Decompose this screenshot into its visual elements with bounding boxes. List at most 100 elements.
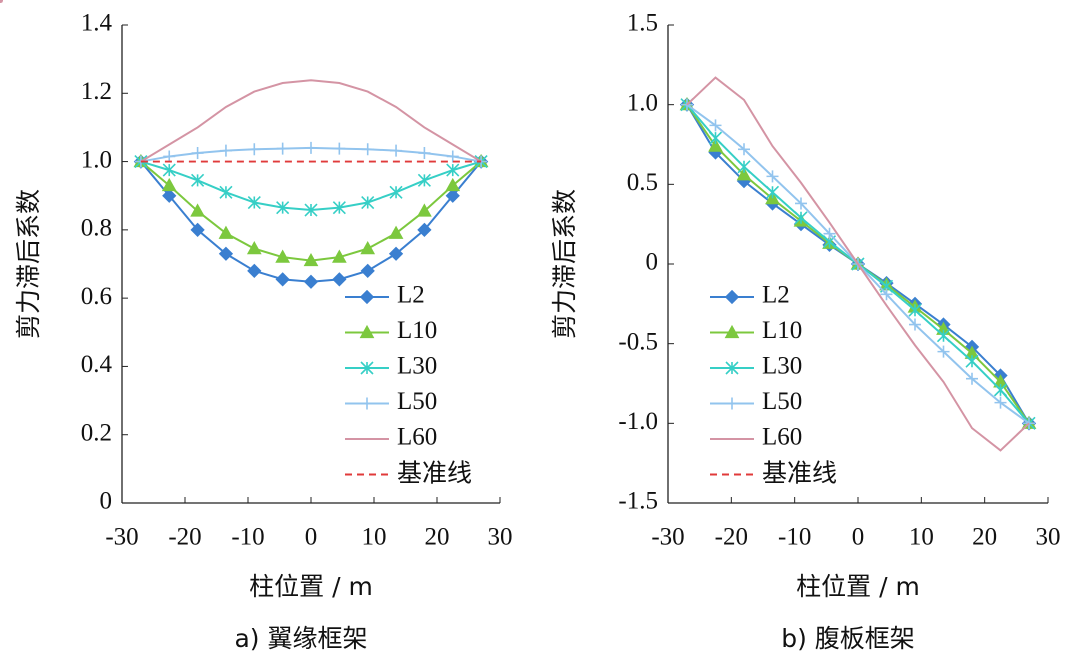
y-tick-label: 0.6 <box>81 283 112 310</box>
legend-label: L30 <box>397 353 437 380</box>
marker <box>246 240 262 255</box>
marker <box>276 201 290 215</box>
marker <box>191 173 205 187</box>
marker <box>190 222 205 237</box>
marker <box>388 225 404 239</box>
y-tick-label: 0.8 <box>81 215 112 242</box>
marker <box>994 396 1007 409</box>
marker <box>218 246 234 261</box>
legend-label: L10 <box>397 317 437 344</box>
marker <box>725 361 739 375</box>
marker <box>360 361 374 375</box>
marker <box>738 143 750 156</box>
legend-label: 基准线 <box>762 459 837 488</box>
marker <box>0 0 3 3</box>
marker <box>388 246 404 261</box>
x-tick-label: 10 <box>362 524 387 551</box>
marker <box>219 185 233 199</box>
marker <box>162 188 177 203</box>
y-tick-label: 0 <box>100 488 113 515</box>
marker <box>163 150 176 163</box>
marker <box>880 288 893 301</box>
marker <box>823 227 836 240</box>
y-tick-label: -0.5 <box>618 328 658 355</box>
x-axis-label: 柱位置 / m <box>796 572 920 601</box>
y-tick-label: 0.4 <box>81 351 113 378</box>
legend-label: L60 <box>762 424 802 451</box>
marker <box>417 222 432 237</box>
marker <box>275 272 290 287</box>
marker <box>726 397 738 410</box>
marker <box>275 249 291 263</box>
marker <box>446 163 460 177</box>
x-tick-label: -30 <box>105 524 138 551</box>
marker <box>445 188 460 203</box>
marker <box>965 354 979 368</box>
series-line <box>686 76 1030 452</box>
x-tick-label: 20 <box>425 524 450 551</box>
marker <box>247 195 261 210</box>
marker <box>190 203 205 217</box>
marker <box>359 324 375 339</box>
marker <box>766 170 779 183</box>
marker <box>794 211 808 225</box>
x-tick-label: 20 <box>972 524 997 551</box>
legend-label: L60 <box>397 424 437 451</box>
marker <box>937 345 950 358</box>
x-tick-label: 30 <box>1036 524 1061 551</box>
marker <box>390 144 403 157</box>
y-tick-label: 1.0 <box>81 146 112 173</box>
marker <box>681 98 693 111</box>
marker <box>724 289 740 305</box>
marker <box>795 197 807 210</box>
marker <box>331 249 347 263</box>
y-tick-label: 1.5 <box>627 10 658 37</box>
marker <box>359 289 375 305</box>
x-tick-label: -10 <box>778 524 811 551</box>
y-tick-label: 1.0 <box>627 89 658 116</box>
x-tick-label: 0 <box>305 524 318 551</box>
marker <box>361 195 375 210</box>
y-axis-label: 剪力滞后系数 <box>550 189 579 339</box>
legend-label: L2 <box>397 282 425 309</box>
legend-label: L50 <box>762 388 802 415</box>
legend-label: L30 <box>762 353 802 380</box>
y-tick-label: 0.5 <box>627 169 658 196</box>
marker <box>304 203 318 217</box>
marker <box>765 185 780 199</box>
series-line <box>140 79 482 163</box>
x-tick-label: 30 <box>488 524 513 551</box>
marker <box>332 201 346 215</box>
marker <box>966 372 978 385</box>
caption: b) 腹板框架 <box>781 624 915 653</box>
marker <box>445 177 461 192</box>
marker <box>1023 417 1035 430</box>
marker <box>446 150 459 163</box>
legend-label: 基准线 <box>397 459 472 488</box>
x-tick-label: -30 <box>651 524 684 551</box>
marker <box>418 147 431 160</box>
y-tick-label: -1.0 <box>618 408 658 435</box>
y-tick-label: 0.2 <box>81 419 112 446</box>
marker <box>708 138 723 152</box>
caption: a) 翼缘框架 <box>234 624 367 653</box>
marker <box>737 160 751 174</box>
x-tick-label: 10 <box>909 524 934 551</box>
marker <box>303 252 319 267</box>
marker <box>276 142 289 155</box>
marker <box>909 318 921 331</box>
marker <box>360 263 375 278</box>
marker <box>724 324 740 339</box>
marker <box>247 263 262 278</box>
legend-label: L2 <box>762 282 790 309</box>
x-tick-label: -10 <box>231 524 264 551</box>
legend-label: L10 <box>762 317 802 344</box>
y-tick-label: 0 <box>646 249 659 276</box>
marker <box>161 177 177 192</box>
marker <box>708 131 723 145</box>
marker <box>908 303 922 317</box>
marker <box>191 147 204 160</box>
x-axis-label: 柱位置 / m <box>249 572 373 601</box>
marker <box>332 272 347 287</box>
